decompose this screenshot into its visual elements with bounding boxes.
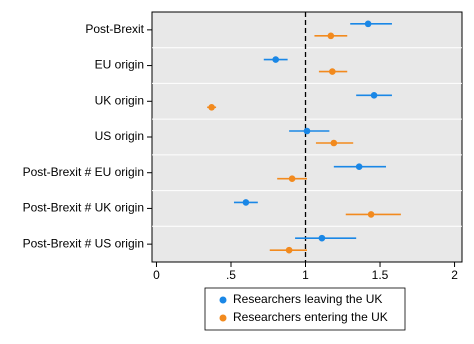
legend-label: Researchers leaving the UK bbox=[233, 292, 382, 306]
point bbox=[367, 211, 375, 218]
x-tick-label: 1.5 bbox=[372, 268, 389, 282]
legend-box bbox=[204, 287, 406, 331]
point bbox=[355, 163, 363, 171]
point bbox=[318, 234, 326, 242]
x-tick-label: .5 bbox=[226, 268, 236, 282]
point bbox=[242, 199, 250, 206]
point bbox=[327, 32, 335, 40]
point bbox=[370, 91, 378, 99]
point bbox=[364, 20, 372, 28]
y-tick-label: Post-Brexit bbox=[85, 22, 144, 36]
y-tick-label: Post-Brexit # UK origin bbox=[23, 201, 144, 215]
legend-marker bbox=[219, 314, 227, 322]
y-tick-label: Post-Brexit # US origin bbox=[23, 236, 144, 250]
point bbox=[208, 103, 215, 111]
plot-area bbox=[151, 11, 463, 263]
point bbox=[303, 127, 311, 135]
y-tick-label: Post-Brexit # EU origin bbox=[23, 165, 144, 179]
y-tick-label: UK origin bbox=[95, 93, 144, 107]
point bbox=[329, 68, 336, 75]
point bbox=[272, 56, 280, 63]
x-tick-label: 2 bbox=[451, 268, 458, 282]
point bbox=[285, 246, 293, 254]
point bbox=[330, 139, 338, 147]
x-tick-label: 1 bbox=[302, 268, 309, 282]
y-tick-label: US origin bbox=[95, 129, 144, 143]
legend-label: Researchers entering the UK bbox=[233, 310, 388, 324]
legend-marker bbox=[219, 296, 227, 304]
point bbox=[288, 175, 296, 183]
y-tick-label: EU origin bbox=[95, 58, 144, 72]
x-tick-label: 0 bbox=[153, 268, 160, 282]
